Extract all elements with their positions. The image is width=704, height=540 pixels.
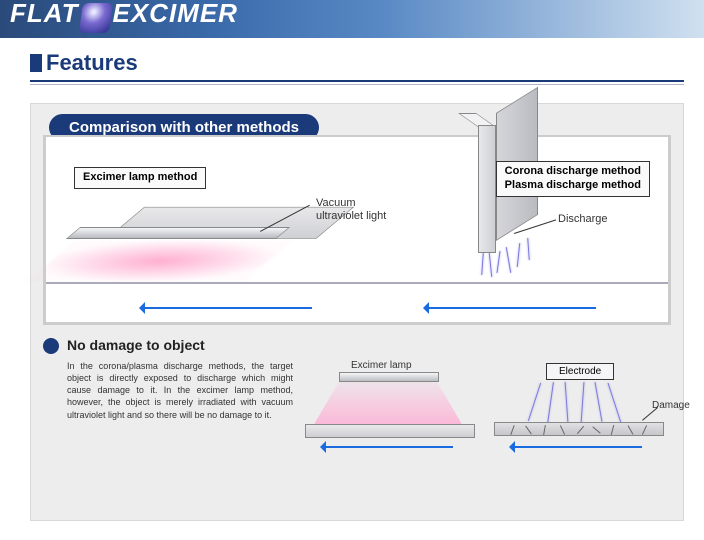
uv-annotation: Vacuum ultraviolet light: [316, 197, 386, 222]
corona-panel-side: [478, 125, 496, 253]
spark-icon: [547, 382, 554, 424]
sub-heading: No damage to object: [67, 337, 205, 354]
spark-icon: [481, 253, 484, 275]
electrode-label: Electrode: [546, 363, 614, 380]
mini-arrow: [512, 446, 642, 448]
mini-floor: [305, 424, 475, 438]
mini-lamp-bar: [339, 372, 439, 382]
sub-body-text: In the corona/plasma discharge methods, …: [43, 360, 293, 470]
sub-heading-row: No damage to object: [43, 337, 671, 354]
section-title-row: Features: [0, 38, 704, 80]
spark-icon: [527, 238, 530, 260]
discharge-annotation: Discharge: [558, 213, 608, 226]
spark-icon: [595, 382, 603, 422]
spark-icon: [489, 253, 493, 277]
mini-electrode-diagram: Electrode Damage: [482, 360, 671, 470]
spark-icon: [581, 382, 585, 424]
spark-icon: [528, 383, 541, 421]
divider-thin: [30, 84, 684, 85]
spark-icon: [565, 382, 569, 422]
mini-uv-glow-icon: [313, 380, 463, 426]
sub-columns: In the corona/plasma discharge methods, …: [43, 360, 671, 470]
brand-left: FLAT: [10, 0, 79, 29]
corona-method-label-text: Corona discharge method Plasma discharge…: [505, 165, 641, 191]
spark-icon: [608, 383, 622, 423]
brand-title: FLAT EXCIMER: [10, 0, 238, 29]
mini-excimer-label: Excimer lamp: [351, 360, 412, 371]
lamp-slab-front: [66, 227, 290, 239]
divider-thick: [30, 80, 684, 82]
brand-logo-icon: [78, 3, 112, 33]
lead-line-damage: [642, 407, 658, 421]
bullet-icon: [43, 338, 59, 354]
uv-glow-icon: [27, 241, 293, 281]
brand-header: FLAT EXCIMER: [0, 0, 704, 38]
mini-excimer-diagram: Excimer lamp: [293, 360, 482, 470]
damage-label: Damage: [652, 400, 690, 411]
motion-arrow-right: [426, 307, 596, 309]
motion-arrow-left: [142, 307, 312, 309]
spark-icon: [506, 247, 511, 273]
section-title: Features: [46, 50, 138, 76]
comparison-diagram: Excimer lamp method Vacuum ultraviolet l…: [43, 135, 671, 325]
brand-right: EXCIMER: [113, 0, 238, 29]
comparison-panel: Comparison with other methods Excimer la…: [30, 103, 684, 521]
excimer-method-label: Excimer lamp method: [74, 167, 206, 189]
mini-arrow: [323, 446, 453, 448]
section-marker-icon: [30, 54, 42, 72]
spark-icon: [496, 251, 500, 273]
corona-method-label: Corona discharge method Plasma discharge…: [496, 161, 650, 197]
spark-icon: [517, 243, 521, 267]
